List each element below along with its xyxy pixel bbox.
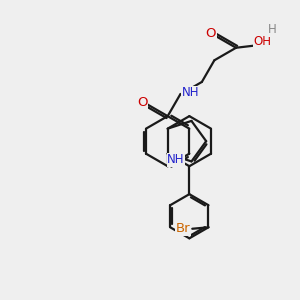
Text: O: O — [206, 27, 216, 40]
Text: O: O — [137, 96, 148, 109]
Text: NH: NH — [167, 153, 185, 167]
Text: NH: NH — [182, 86, 199, 100]
Text: Br: Br — [176, 222, 191, 235]
Text: OH: OH — [254, 35, 272, 48]
Text: H: H — [268, 23, 277, 36]
